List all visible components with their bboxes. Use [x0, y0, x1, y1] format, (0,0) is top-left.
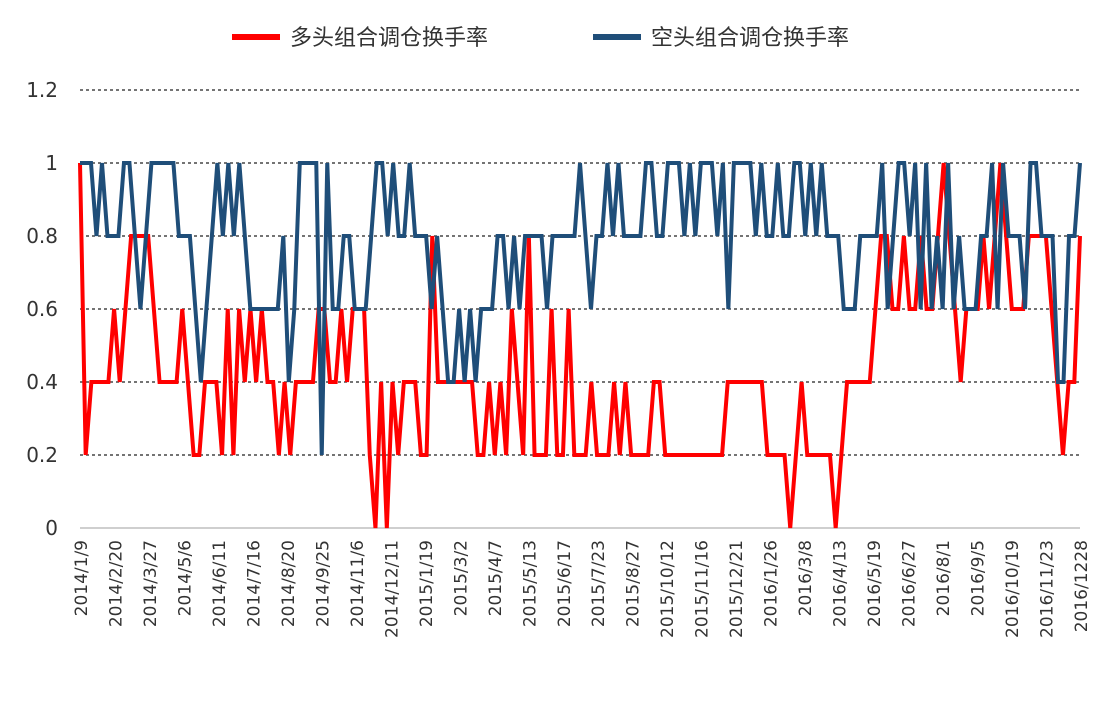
x-tick-label: 2014/5/6	[175, 540, 195, 616]
x-tick-label: 2016/6/27	[900, 540, 920, 627]
legend-label-long: 多头组合调仓换手率	[290, 26, 488, 51]
y-tick-label: 1	[45, 151, 58, 175]
x-tick-label: 2015/6/17	[555, 540, 575, 627]
x-tick-label: 2014/9/25	[313, 540, 333, 627]
y-tick-label: 0.8	[26, 224, 58, 248]
x-tick-label: 2016/11/23	[1038, 540, 1058, 638]
x-tick-label: 2016/10/19	[1003, 540, 1023, 638]
y-tick-label: 0	[45, 516, 58, 540]
x-tick-label: 2015/7/23	[589, 540, 609, 627]
x-tick-label: 2016/1/26	[762, 540, 782, 627]
legend: 多头组合调仓换手率 空头组合调仓换手率	[232, 26, 849, 51]
x-tick-label: 2015/10/12	[658, 540, 678, 638]
x-tick-label: 2015/1/19	[417, 540, 437, 627]
x-tick-label: 2014/2/20	[106, 540, 126, 627]
x-tick-label: 2014/7/16	[244, 540, 264, 627]
x-tick-label: 2016/3/8	[796, 540, 816, 616]
x-tick-label: 2014/11/6	[348, 540, 368, 627]
x-tick-label: 2015/4/7	[486, 540, 506, 616]
series-short-line	[80, 161, 1082, 456]
x-tick-label: 2014/1/9	[72, 540, 92, 616]
y-axis: 0 0.2 0.4 0.6 0.8 1 1.2	[26, 78, 58, 540]
x-axis: 2014/1/9 2014/2/20 2014/3/27 2014/5/6 2014/6…	[72, 540, 1092, 638]
x-tick-label: 2016/8/1	[934, 540, 954, 616]
x-tick-label: 2014/12/11	[382, 540, 402, 638]
y-tick-label: 1.2	[26, 78, 58, 102]
x-tick-label: 2015/11/16	[693, 540, 713, 638]
x-tick-label: 2015/8/27	[624, 540, 644, 627]
x-tick-label: 2015/3/2	[451, 540, 471, 616]
x-tick-label: 2016/5/19	[865, 540, 885, 627]
y-tick-label: 0.2	[26, 443, 58, 467]
x-tick-label: 2014/3/27	[141, 540, 161, 627]
series-group	[78, 161, 1082, 529]
x-tick-label: 2016/9/5	[969, 540, 989, 616]
x-tick-label: 2015/5/13	[520, 540, 540, 627]
x-tick-label: 2014/6/11	[210, 540, 230, 627]
x-tick-label: 2016/4/13	[831, 540, 851, 627]
x-tick-label: 2015/12/21	[727, 540, 747, 638]
y-tick-label: 0.6	[26, 297, 58, 321]
x-tick-label: 2014/8/20	[279, 540, 299, 627]
y-tick-label: 0.4	[26, 370, 58, 394]
x-tick-label: 2016/1228	[1072, 540, 1092, 632]
series-long-line	[78, 162, 1082, 529]
legend-label-short: 空头组合调仓换手率	[651, 26, 849, 51]
